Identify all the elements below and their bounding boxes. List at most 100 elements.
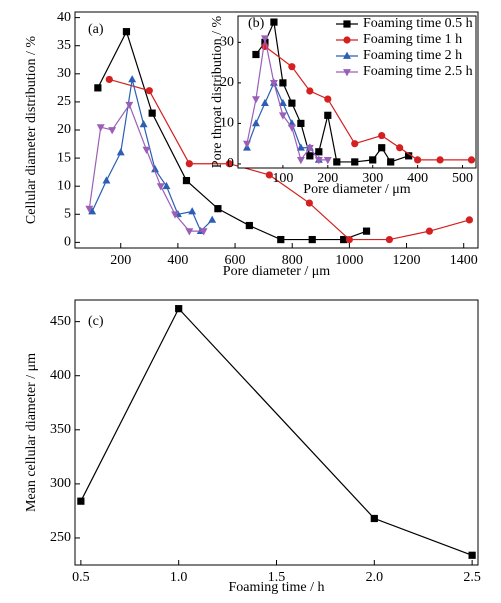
marker (270, 18, 278, 26)
y-tick-label: 10 (220, 116, 234, 131)
x-tick-label: 800 (282, 253, 303, 268)
marker (425, 227, 434, 235)
marker (278, 98, 287, 107)
panel: 100 200 300 400 500 0 10 20 30 Pore diameter / μm… (210, 15, 477, 197)
marker (340, 235, 348, 244)
y-axis-label: Mean cellular diameter / μm (24, 353, 39, 512)
y-tick-label: 0 (64, 235, 71, 250)
marker (296, 143, 305, 151)
x-tick-label: 200 (317, 171, 338, 186)
y-tick-label: 300 (50, 476, 71, 491)
marker (139, 120, 148, 128)
y-tick-label: 350 (50, 422, 71, 437)
legend-label: Foaming time 2 h (363, 48, 462, 63)
x-tick-label: 200 (110, 253, 131, 268)
marker (88, 207, 97, 215)
marker (343, 20, 351, 28)
marker (145, 87, 153, 95)
x-tick-label: 0.5 (72, 570, 90, 585)
marker (156, 183, 165, 191)
marker (265, 171, 273, 179)
panel: 0.5 1.0 1.5 2.0 2.5 250 300 350 400 450 Foaming ti… (24, 299, 481, 595)
marker (116, 148, 125, 156)
marker (369, 156, 377, 164)
y-tick-label: 450 (50, 314, 71, 329)
marker (85, 205, 94, 213)
marker (324, 95, 332, 103)
marker (323, 157, 332, 165)
marker (396, 144, 404, 152)
x-tick-label: 2.0 (366, 570, 384, 585)
series-line (264, 45, 472, 161)
marker (96, 124, 105, 132)
marker (94, 84, 102, 92)
y-tick-label: 250 (50, 530, 71, 545)
x-tick-label: 300 (362, 171, 383, 186)
x-tick-label: 400 (167, 253, 188, 268)
marker (252, 50, 260, 59)
y-tick-label: 5 (64, 207, 71, 222)
marker (277, 235, 285, 244)
marker (288, 63, 296, 71)
marker (343, 51, 351, 59)
x-axis-label: Foaming time / h (228, 580, 324, 595)
marker (77, 497, 85, 505)
series-line (109, 78, 470, 241)
y-tick-label: 30 (220, 35, 234, 50)
y-tick-label: 0 (227, 156, 234, 171)
marker (199, 228, 208, 236)
series-line (97, 30, 367, 241)
marker (208, 215, 217, 223)
marker (287, 124, 296, 132)
marker (314, 157, 323, 165)
marker (279, 79, 287, 87)
marker (243, 140, 251, 148)
marker (387, 158, 395, 166)
y-tick-label: 30 (57, 66, 71, 81)
marker (370, 514, 378, 523)
marker (343, 36, 351, 44)
marker (343, 69, 351, 77)
x-tick-label: 2.5 (463, 570, 481, 585)
marker (315, 148, 323, 156)
plot-frame (74, 299, 479, 566)
marker (105, 75, 113, 84)
x-tick-label: 1.0 (170, 570, 188, 585)
marker (260, 98, 269, 107)
marker (175, 305, 183, 313)
marker (162, 181, 171, 190)
marker (385, 235, 393, 244)
legend-label: Foaming time 2.5 h (363, 64, 473, 79)
marker (269, 80, 278, 88)
marker (468, 551, 476, 559)
marker (188, 207, 197, 215)
marker (436, 156, 444, 164)
marker (345, 235, 353, 244)
y-tick-label: 40 (57, 10, 71, 25)
panel-label: (c) (88, 314, 104, 329)
marker (128, 75, 137, 83)
marker (245, 221, 253, 230)
y-axis-label: Cellular diameter distribution / % (24, 36, 39, 225)
x-tick-label: 1400 (450, 253, 478, 268)
marker (288, 99, 296, 107)
marker (306, 152, 314, 160)
marker (185, 228, 194, 236)
y-axis-label: Pore throat distribution / % (210, 15, 225, 168)
y-tick-label: 10 (57, 178, 71, 193)
marker (306, 87, 314, 95)
marker (465, 216, 474, 224)
marker (108, 127, 117, 135)
x-axis-label: Pore diameter / μm (303, 182, 411, 197)
marker (252, 119, 260, 127)
marker (351, 140, 359, 148)
y-tick-label: 25 (57, 94, 71, 109)
marker (305, 199, 313, 207)
y-tick-label: 20 (57, 122, 71, 137)
y-tick-label: 20 (220, 75, 234, 90)
panel-label: (a) (88, 22, 104, 37)
y-tick-label: 400 (50, 368, 71, 383)
plot-frame (74, 11, 479, 249)
marker (260, 35, 269, 43)
